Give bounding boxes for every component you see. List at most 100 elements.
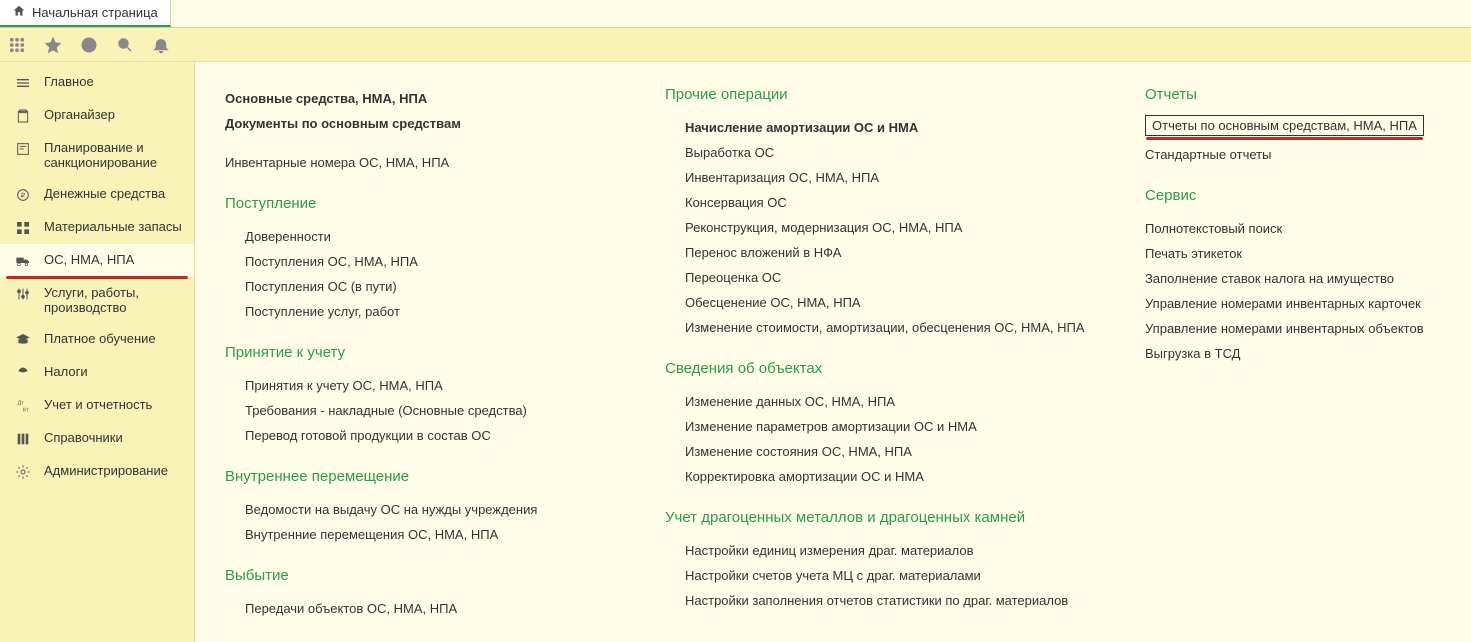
section-object-info: Сведения об объектах — [665, 360, 1085, 377]
sidebar-item-planning[interactable]: Планирование и санкционирование — [0, 132, 194, 178]
section-other-ops: Прочие операции — [665, 86, 1085, 103]
link-reports-os-highlighted[interactable]: Отчеты по основным средствам, НМА, НПА — [1145, 115, 1424, 136]
link-transfer-products[interactable]: Перевод готовой продукции в состав ОС — [225, 423, 605, 448]
sidebar-item-organizer[interactable]: Органайзер — [0, 99, 194, 132]
section-precious: Учет драгоценных металлов и драгоценных … — [665, 509, 1085, 526]
link-os-documents[interactable]: Документы по основным средствам — [225, 111, 605, 136]
link-receipts-transit[interactable]: Поступления ОС (в пути) — [225, 274, 605, 299]
search-icon[interactable] — [116, 36, 134, 54]
column-2: Прочие операции Начисление амортизации О… — [635, 86, 1115, 642]
sidebar-item-materials[interactable]: Материальные запасы — [0, 211, 194, 244]
link-change-amort-params[interactable]: Изменение параметров амортизации ОС и НМ… — [665, 414, 1085, 439]
link-os-nma-npa-main[interactable]: Основные средства, НМА, НПА — [225, 86, 605, 111]
sidebar-item-label: Главное — [44, 74, 94, 89]
sidebar-item-label: Администрирование — [44, 463, 168, 478]
truck-icon — [14, 253, 32, 269]
link-precious-units[interactable]: Настройки единиц измерения драг. материа… — [665, 538, 1085, 563]
boxes-icon — [14, 220, 32, 236]
link-adjust-amort[interactable]: Корректировка амортизации ОС и НМА — [665, 464, 1085, 489]
sidebar: Главное Органайзер Планирование и санкци… — [0, 62, 195, 642]
link-receipt-services[interactable]: Поступление услуг, работ — [225, 299, 605, 324]
link-change-cost[interactable]: Изменение стоимости, амортизации, обесце… — [665, 315, 1085, 340]
tab-home-label: Начальная страница — [32, 5, 158, 20]
tab-bar: Начальная страница — [0, 0, 1471, 28]
link-inventory-cards[interactable]: Управление номерами инвентарных карточек — [1145, 291, 1441, 316]
link-receipts-os[interactable]: Поступления ОС, НМА, НПА — [225, 249, 605, 274]
sidebar-item-os-nma-npa[interactable]: ОС, НМА, НПА — [0, 244, 194, 277]
plan-icon — [14, 141, 32, 157]
sidebar-item-label: Денежные средства — [44, 186, 165, 201]
sidebar-item-main[interactable]: Главное — [0, 66, 194, 99]
sidebar-item-label: Материальные запасы — [44, 219, 182, 234]
link-internal-moves[interactable]: Внутренние перемещения ОС, НМА, НПА — [225, 522, 605, 547]
section-reports: Отчеты — [1145, 86, 1441, 103]
sidebar-item-label: Справочники — [44, 430, 123, 445]
sidebar-item-education[interactable]: Платное обучение — [0, 323, 194, 356]
link-precious-stats[interactable]: Настройки заполнения отчетов статистики … — [665, 588, 1085, 613]
link-reconstruction[interactable]: Реконструкция, модернизация ОС, НМА, НПА — [665, 215, 1085, 240]
link-export-tsd[interactable]: Выгрузка в ТСД — [1145, 341, 1441, 366]
link-standard-reports[interactable]: Стандартные отчеты — [1145, 142, 1441, 167]
link-change-state[interactable]: Изменение состояния ОС, НМА, НПА — [665, 439, 1085, 464]
link-requirements[interactable]: Требования - накладные (Основные средств… — [225, 398, 605, 423]
sidebar-item-references[interactable]: Справочники — [0, 422, 194, 455]
sidebar-item-label: ОС, НМА, НПА — [44, 252, 134, 267]
link-tax-rates[interactable]: Заполнение ставок налога на имущество — [1145, 266, 1441, 291]
graduation-icon — [14, 332, 32, 348]
sidebar-item-accounting[interactable]: ДтКт Учет и отчетность — [0, 389, 194, 422]
section-disposal: Выбытие — [225, 567, 605, 584]
eagle-icon — [14, 365, 32, 381]
link-statements-needs[interactable]: Ведомости на выдачу ОС на нужды учрежден… — [225, 497, 605, 522]
link-revaluation[interactable]: Переоценка ОС — [665, 265, 1085, 290]
section-service: Сервис — [1145, 187, 1441, 204]
link-precious-accounts[interactable]: Настройки счетов учета МЦ с драг. матери… — [665, 563, 1085, 588]
link-conservation[interactable]: Консервация ОС — [665, 190, 1085, 215]
svg-text:Кт: Кт — [23, 407, 29, 413]
svg-text:₽: ₽ — [21, 192, 26, 200]
link-register-os[interactable]: Принятия к учету ОС, НМА, НПА — [225, 373, 605, 398]
tab-home[interactable]: Начальная страница — [0, 0, 171, 27]
link-inventory-os[interactable]: Инвентаризация ОС, НМА, НПА — [665, 165, 1085, 190]
sidebar-item-label: Учет и отчетность — [44, 397, 152, 412]
star-icon[interactable] — [44, 36, 62, 54]
section-registration: Принятие к учету — [225, 344, 605, 361]
column-3: Отчеты Отчеты по основным средствам, НМА… — [1115, 86, 1471, 642]
sidebar-item-label: Налоги — [44, 364, 88, 379]
link-inventory-numbers[interactable]: Инвентарные номера ОС, НМА, НПА — [225, 150, 605, 175]
link-fulltext-search[interactable]: Полнотекстовый поиск — [1145, 216, 1441, 241]
sidebar-item-admin[interactable]: Администрирование — [0, 455, 194, 488]
money-icon: ₽ — [14, 187, 32, 203]
gear-icon — [14, 464, 32, 480]
sidebar-item-label: Платное обучение — [44, 331, 156, 346]
link-proxies[interactable]: Доверенности — [225, 224, 605, 249]
section-receipt: Поступление — [225, 195, 605, 212]
column-1: Основные средства, НМА, НПА Документы по… — [195, 86, 635, 642]
link-impairment[interactable]: Обесценение ОС, НМА, НПА — [665, 290, 1085, 315]
link-transfers-os[interactable]: Передачи объектов ОС, НМА, НПА — [225, 596, 605, 621]
sidebar-item-label: Органайзер — [44, 107, 115, 122]
debit-icon: ДтКт — [14, 398, 32, 414]
content-panel: Основные средства, НМА, НПА Документы по… — [195, 62, 1471, 642]
link-output-os[interactable]: Выработка ОС — [665, 140, 1085, 165]
link-inventory-objects[interactable]: Управление номерами инвентарных объектов — [1145, 316, 1441, 341]
sidebar-item-money[interactable]: ₽ Денежные средства — [0, 178, 194, 211]
sidebar-item-label: Планирование и санкционирование — [44, 140, 184, 170]
books-icon — [14, 431, 32, 447]
link-change-data[interactable]: Изменение данных ОС, НМА, НПА — [665, 389, 1085, 414]
link-amortization[interactable]: Начисление амортизации ОС и НМА — [665, 115, 1085, 140]
sidebar-item-label: Услуги, работы, производство — [44, 285, 184, 315]
link-transfer-nfa[interactable]: Перенос вложений в НФА — [665, 240, 1085, 265]
sliders-icon — [14, 286, 32, 302]
svg-text:Дт: Дт — [18, 401, 25, 407]
sidebar-item-taxes[interactable]: Налоги — [0, 356, 194, 389]
apps-icon[interactable] — [8, 36, 26, 54]
sidebar-item-services[interactable]: Услуги, работы, производство — [0, 277, 194, 323]
home-icon — [12, 4, 26, 21]
link-print-labels[interactable]: Печать этикеток — [1145, 241, 1441, 266]
section-internal-move: Внутреннее перемещение — [225, 468, 605, 485]
bell-icon[interactable] — [152, 36, 170, 54]
clipboard-icon — [14, 108, 32, 124]
toolbar — [0, 28, 1471, 62]
history-icon[interactable] — [80, 36, 98, 54]
menu-icon — [14, 75, 32, 91]
